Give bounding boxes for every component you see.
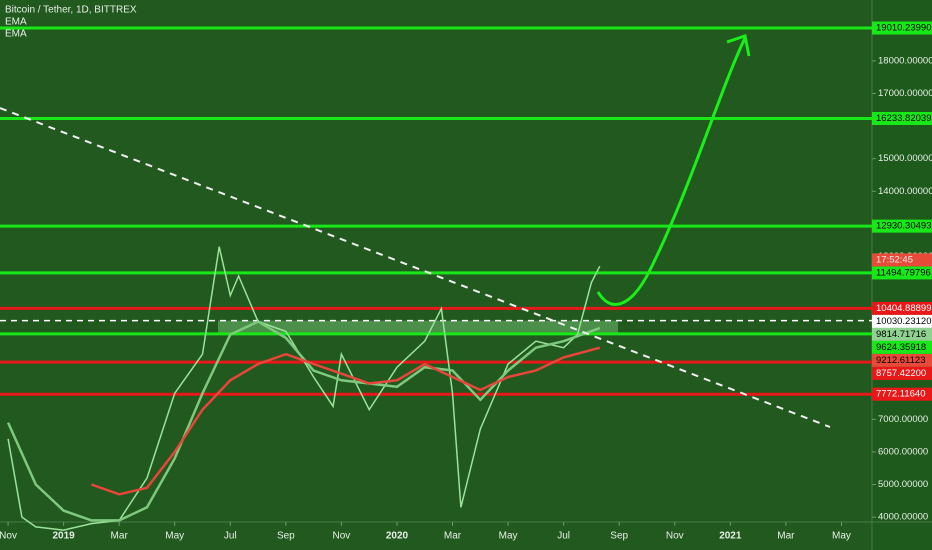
ema-line [90, 346, 601, 496]
price-badge-label: 10404.88899 [876, 303, 931, 314]
price-badge-label: 8757.42200 [876, 368, 926, 379]
price-badge [872, 314, 932, 328]
countdown-label: 17:52:45 [876, 254, 913, 265]
x-tick-label: 2021 [719, 531, 742, 542]
price-badge [872, 219, 932, 233]
price-badge [872, 366, 932, 380]
trend-line [0, 107, 831, 428]
price-badge-label: 16233.82039 [876, 113, 931, 124]
x-tick-label: 2019 [52, 531, 75, 542]
price-badge-label: 9814.71716 [876, 329, 926, 340]
price-badge [872, 387, 932, 401]
support-zone [218, 320, 618, 334]
x-tick-label: May [165, 531, 184, 542]
x-tick-label: Sep [277, 531, 295, 542]
plot [0, 26, 872, 531]
x-tick-label: Nov [333, 531, 351, 542]
price-badge [872, 111, 932, 125]
price-badge [872, 327, 932, 341]
arrow-head [726, 34, 751, 57]
x-tick-label: Mar [111, 531, 129, 542]
x-tick-label: 2020 [386, 531, 409, 542]
x-tick-label: Mar [777, 531, 795, 542]
y-tick-label: 18000.00000 [878, 55, 932, 66]
price-badge-label: 7772.11640 [876, 389, 926, 400]
price-badge-label: 9212.61123 [876, 355, 926, 366]
price-badge-label: 12930.30493 [876, 221, 931, 232]
countdown-badge [872, 253, 932, 267]
price-badge-label: 9624.35918 [876, 342, 926, 353]
y-tick-label: 4000.00000 [878, 512, 928, 523]
x-tick-label: May [499, 531, 518, 542]
price-badge-label: 19010.23990 [876, 23, 931, 34]
y-tick-label: 7000.00000 [878, 414, 928, 425]
y-tick-label: 17000.00000 [878, 88, 932, 99]
x-tick-label: Jul [224, 531, 237, 542]
projection-arrow [596, 37, 747, 306]
x-tick-label: Mar [444, 531, 462, 542]
y-tick-label: 5000.00000 [878, 479, 928, 490]
price-badge [872, 21, 932, 35]
price-badge [872, 340, 932, 354]
y-tick-label: 6000.00000 [878, 446, 928, 457]
y-tick-label: 14000.00000 [878, 186, 932, 197]
price-badge-label: 11494.79796 [876, 267, 931, 278]
indicator-label: EMA [5, 17, 27, 28]
x-tick-label: Nov [666, 531, 684, 542]
price-badge-label: 10030.23120 [876, 316, 931, 327]
x-tick-label: Jul [557, 531, 570, 542]
y-tick-label: 15000.00000 [878, 153, 932, 164]
price-badge [872, 301, 932, 315]
x-tick-label: May [832, 531, 851, 542]
ema-line [6, 320, 601, 522]
price-badge [872, 266, 932, 280]
x-tick-label: Sep [610, 531, 628, 542]
chart-title: Bitcoin / Tether, 1D, BITTREX [5, 5, 137, 16]
indicator-label: EMA [5, 29, 27, 40]
x-tick-label: Nov [0, 531, 17, 542]
price-badge [872, 353, 932, 367]
